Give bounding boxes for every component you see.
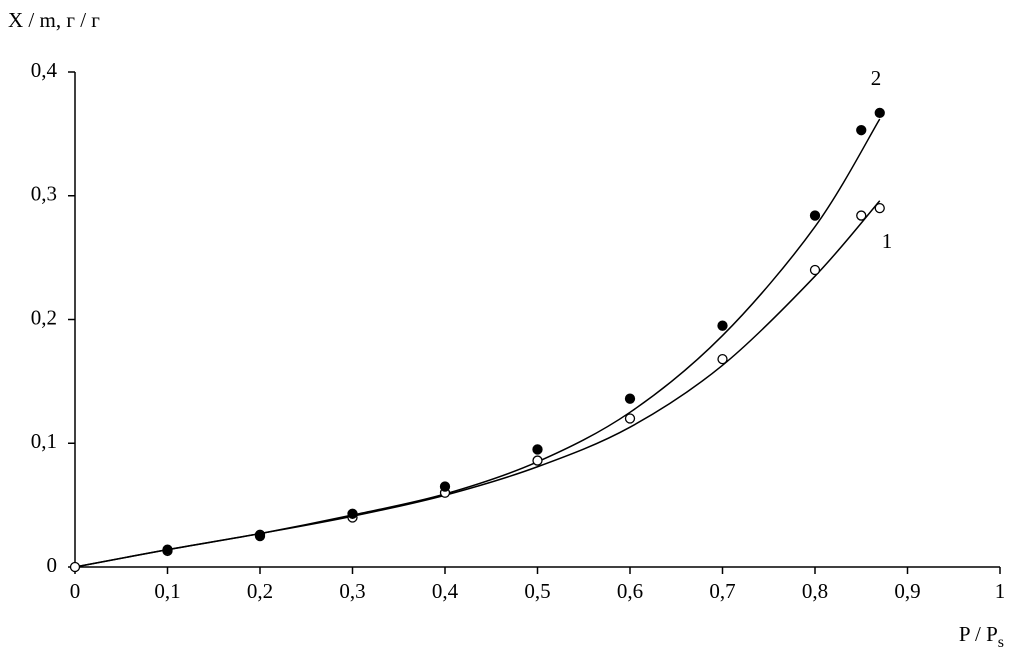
data-point [856,210,867,221]
x-tick-label: 0,9 [894,579,920,603]
data-point [874,107,885,118]
y-tick-label: 0,3 [31,182,57,206]
data-point [254,530,266,542]
fit-line [74,118,881,568]
y-axis-label: X / m, г / г [8,8,100,32]
y-tick-label: 0,1 [31,429,57,453]
x-tick-label: 0 [70,579,81,603]
x-tick-label: 0,1 [154,579,180,603]
data-point [69,561,81,573]
data-point [856,125,867,136]
x-tick-label: 1 [995,579,1006,603]
data-point [874,202,885,214]
fit-line [74,200,881,568]
curve-label: 2 [871,66,882,90]
y-tick-label: 0,4 [31,58,58,82]
data-point [162,544,173,555]
y-tick-label: 0,2 [31,305,57,329]
x-tick-label: 0,5 [524,579,550,603]
x-axis-label-main: P / P [959,622,998,646]
data-point [624,413,636,424]
data-point [624,393,636,404]
data-point [439,481,451,492]
x-tick-label: 0,8 [802,579,828,603]
data-point [532,444,543,455]
x-tick-label: 0,6 [617,579,643,603]
x-tick-label: 0,2 [247,579,273,603]
x-tick-label: 0,4 [432,579,459,603]
data-point [717,353,728,365]
x-tick-label: 0,7 [709,579,735,603]
data-point [347,508,358,519]
data-point [809,264,821,276]
x-tick-label: 0,3 [339,579,365,603]
data-point [809,210,821,221]
y-tick-label: 0 [47,553,58,577]
data-point [717,320,728,331]
x-axis-label-sub: s [998,634,1004,651]
data-point [532,455,543,466]
x-axis-label: P / Ps [959,622,1004,651]
curve-label: 1 [882,229,893,253]
